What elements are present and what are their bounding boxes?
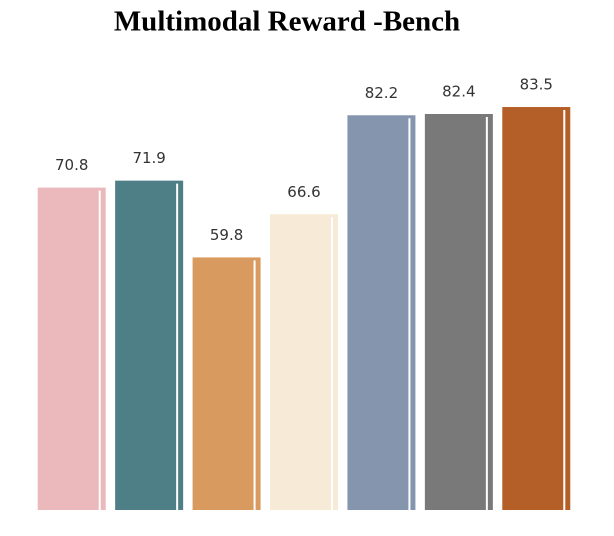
- bar: [37, 187, 106, 510]
- bar: [424, 114, 493, 510]
- bar: [347, 115, 416, 511]
- bar: [502, 107, 571, 511]
- bar: [270, 214, 338, 510]
- bar: [115, 180, 184, 510]
- value-label: 82.4: [442, 83, 475, 101]
- chart-title: Multimodal Reward -Bench: [114, 6, 460, 38]
- value-label: 71.9: [132, 149, 165, 167]
- value-label: 59.8: [210, 226, 243, 244]
- value-label: 66.6: [287, 183, 320, 201]
- value-label: 70.8: [55, 156, 88, 174]
- bar: [192, 257, 261, 510]
- value-label: 82.2: [365, 84, 398, 102]
- value-label: 83.5: [520, 76, 553, 94]
